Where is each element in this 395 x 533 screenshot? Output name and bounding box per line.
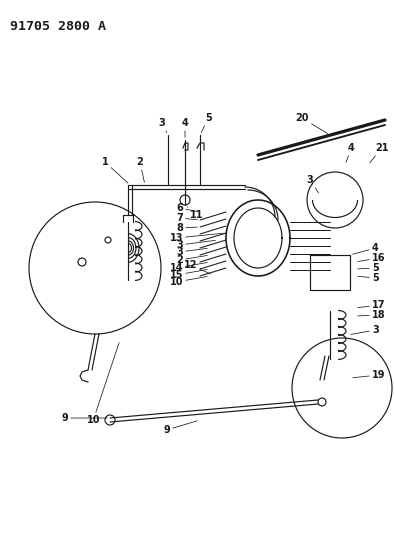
Text: 11: 11 [187, 207, 203, 220]
Text: 91705 2800 A: 91705 2800 A [10, 20, 106, 33]
Text: 21: 21 [370, 143, 389, 163]
Text: 4: 4 [353, 243, 379, 254]
Text: 6: 6 [176, 203, 197, 213]
Text: 14: 14 [169, 262, 207, 273]
Text: 3: 3 [176, 247, 207, 257]
Text: 18: 18 [358, 310, 386, 320]
Text: 3: 3 [176, 240, 215, 250]
Text: 19: 19 [353, 370, 386, 380]
Text: 4: 4 [346, 143, 355, 163]
Text: 9: 9 [61, 413, 107, 423]
Text: 16: 16 [358, 253, 386, 263]
Text: 3: 3 [159, 118, 167, 133]
Text: 17: 17 [358, 300, 386, 310]
Text: 3: 3 [307, 175, 318, 193]
Text: 20: 20 [295, 113, 327, 134]
Text: 2: 2 [137, 157, 145, 182]
Text: 15: 15 [169, 270, 207, 280]
Text: 4: 4 [182, 118, 188, 137]
Text: 5: 5 [358, 263, 379, 273]
Text: 8: 8 [176, 223, 197, 233]
Text: 10: 10 [87, 343, 119, 425]
Text: 3: 3 [351, 325, 379, 335]
Text: 1: 1 [102, 157, 128, 183]
Text: 5: 5 [358, 273, 379, 283]
Text: 12: 12 [184, 260, 211, 274]
Text: 13: 13 [169, 233, 223, 243]
Text: 5: 5 [201, 113, 212, 133]
Text: 7: 7 [176, 213, 197, 223]
Text: 2: 2 [176, 255, 207, 265]
Text: 10: 10 [169, 277, 207, 287]
Text: 9: 9 [163, 421, 198, 435]
